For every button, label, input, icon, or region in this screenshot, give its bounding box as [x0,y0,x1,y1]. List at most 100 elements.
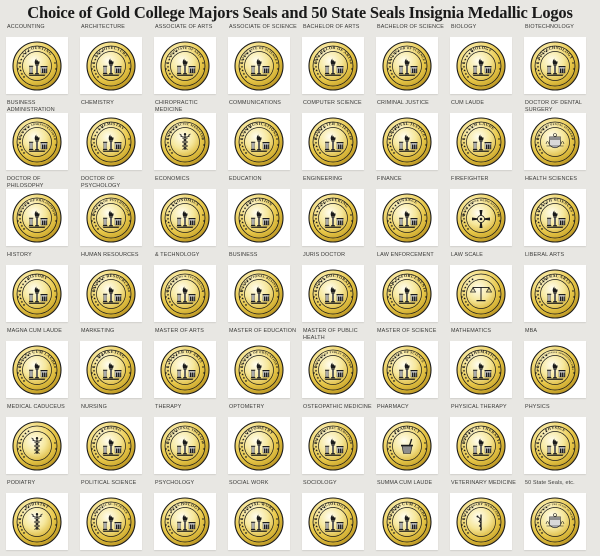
seal-cell[interactable]: COMPUTER SCIENCE COMPUTER SCIENCE [302,100,372,176]
seal-tile[interactable]: THE GREAT SEAL OF THE STATE OF NEW YORK [524,493,586,551]
seal-tile[interactable]: MAGNA CUM LAUDE [6,341,68,399]
seal-tile[interactable]: BIOLOGY [450,37,512,95]
seal-tile[interactable]: COMPUTER SCIENCE [302,113,364,171]
seal-cell[interactable]: OSTEOPATHIC MEDICINE OSTEOPATHIC MEDICIN… [302,404,372,480]
seal-tile[interactable]: ACCOUNTING [6,37,68,95]
seal-tile[interactable]: OCCUPATIONAL THERAPY [154,417,216,475]
seal-cell[interactable]: PHARMACY PHARMACY [376,404,446,480]
seal-tile[interactable]: SOCIAL WORK [228,493,290,551]
seal-tile[interactable]: OSTEOPATHIC MEDICINE [302,417,364,475]
seal-cell[interactable]: PODIATRY PODIATRY [6,480,76,556]
seal-tile[interactable]: PHYSICS [524,417,586,475]
seal-tile[interactable]: PSYCHOLOGY [154,493,216,551]
seal-cell[interactable]: MASTER OF PUBLIC HEALTH MASTER OF PUBLIC… [302,328,372,404]
seal-tile[interactable]: DOCTOR OF DENTAL SURGERY [524,113,586,171]
seal-tile[interactable] [450,265,512,323]
seal-tile[interactable]: PODIATRY [6,493,68,551]
seal-tile[interactable]: NURSING [80,417,142,475]
seal-cell[interactable]: DOCTOR OF DENTAL SURGERY DOCTOR OF DENTA… [524,100,594,176]
seal-cell[interactable]: ASSOCIATE OF SCIENCE ASSOCIATE OF SCIENC… [228,24,298,100]
seal-tile[interactable]: ASSOCIATE OF SCIENCE [228,37,290,95]
seal-tile[interactable]: COMMUNICATIONS [228,113,290,171]
seal-cell[interactable]: BUSINESS ADMINISTRATION BUSINESS ADMINIS… [6,100,76,176]
seal-cell[interactable]: PHYSICS PHYSICS [524,404,594,480]
seal-cell[interactable]: DOCTOR OF PHILOSOPHY DOCTOR OF PHILOSOPH… [6,176,76,252]
seal-cell[interactable]: ENGINEERING ENGINEERING [302,176,372,252]
seal-tile[interactable]: MASTER OF ARTS [154,341,216,399]
seal-cell[interactable]: MARKETING MARKETING [80,328,150,404]
seal-cell[interactable]: HISTORY HISTORY [6,252,76,328]
seal-tile[interactable]: BACHELOR OF SCIENCE [376,37,438,95]
seal-cell[interactable]: HEALTH SCIENCES HEALTH SCIENCES [524,176,594,252]
seal-cell[interactable]: BACHELOR OF SCIENCE BACHELOR OF SCIENCE [376,24,446,100]
seal-cell[interactable]: CRIMINAL JUSTICE CRIMINAL JUSTICE [376,100,446,176]
seal-cell[interactable]: ARCHITECTURE ARCHITECTURE [80,24,150,100]
seal-tile[interactable]: LIBERAL ARTS [524,265,586,323]
seal-tile[interactable]: MASTER OF SCIENCE [376,341,438,399]
seal-tile[interactable]: POLITICAL SCIENCE [80,493,142,551]
seal-cell[interactable]: EDUCATION EDUCATION [228,176,298,252]
seal-tile[interactable]: MATHEMATICS [450,341,512,399]
seal-cell[interactable]: MASTER OF SCIENCE MASTER OF SCIENCE [376,328,446,404]
seal-cell[interactable]: SUMMA CUM LAUDE SUMMA CUM LAUDE [376,480,446,556]
seal-cell[interactable]: BIOLOGY BIOLOGY [450,24,520,100]
seal-tile[interactable]: HISTORY [6,265,68,323]
seal-tile[interactable]: INTERNATIONAL BUSINESS [228,265,290,323]
seal-tile[interactable]: BACHELOR OF ARTS [302,37,364,95]
seal-tile[interactable]: COURAGE HONOR DEDICATION PRIDE [450,189,512,247]
seal-tile[interactable]: PHARMACY [376,417,438,475]
seal-tile[interactable]: CRIMINAL JUSTICE [376,113,438,171]
seal-cell[interactable]: VETERINARY MEDICINE VETERINARY MEDICINE [450,480,520,556]
seal-cell[interactable]: COMMUNICATIONS COMMUNICATIONS [228,100,298,176]
seal-tile[interactable]: ECONOMICS [154,189,216,247]
seal-cell[interactable]: MBA MASTER OF BUSINESS ADMINISTRATION [524,328,594,404]
seal-tile[interactable]: LAW ENFORCEMENT [376,265,438,323]
seal-cell[interactable]: MASTER OF EDUCATION MASTER OF EDUCATION [228,328,298,404]
seal-tile[interactable]: VETERINARY MEDICINE [450,493,512,551]
seal-cell[interactable]: BIOTECHNOLOGY BIOTECHNOLOGY [524,24,594,100]
seal-tile[interactable]: PHYSICAL THERAPY [450,417,512,475]
seal-cell[interactable]: SOCIOLOGY SOCIOLOGY [302,480,372,556]
seal-cell[interactable]: MASTER OF ARTS MASTER OF ARTS [154,328,224,404]
seal-tile[interactable]: ENGINEERING [302,189,364,247]
seal-cell[interactable]: CHEMISTRY CHEMISTRY [80,100,150,176]
seal-cell[interactable]: PSYCHOLOGY PSYCHOLOGY [154,480,224,556]
seal-cell[interactable]: BACHELOR OF ARTS BACHELOR OF ARTS [302,24,372,100]
seal-tile[interactable] [6,417,68,475]
seal-cell[interactable]: LAW ENFORCEMENT LAW ENFORCEMENT [376,252,446,328]
seal-tile[interactable]: SOCIOLOGY [302,493,364,551]
seal-cell[interactable]: HUMAN RESOURCES HUMAN RESOURCES [80,252,150,328]
seal-tile[interactable]: ASSOCIATE OF ARTS [154,37,216,95]
seal-cell[interactable]: ASSOCIATE OF ARTS ASSOCIATE OF ARTS [154,24,224,100]
seal-tile[interactable]: DOCTOR OF PSYCHOLOGY [80,189,142,247]
seal-tile[interactable]: SUMMA CUM LAUDE [376,493,438,551]
seal-tile[interactable]: ARCHITECTURE [80,37,142,95]
seal-tile[interactable]: BUSINESS ADMINISTRATION [6,113,68,171]
seal-tile[interactable]: BIOTECHNOLOGY [524,37,586,95]
seal-tile[interactable]: DOCTOR OF PHILOSOPHY [6,189,68,247]
seal-cell[interactable]: JURIS DOCTOR JURIS DOCTORATE [302,252,372,328]
seal-cell[interactable]: OPTOMETRY OPTOMETRY [228,404,298,480]
seal-cell[interactable]: & TECHNOLOGY INFO SYSTEMS & TECHNOLOGY [154,252,224,328]
seal-tile[interactable]: HUMAN RESOURCES [80,265,142,323]
seal-cell[interactable]: ECONOMICS ECONOMICS [154,176,224,252]
seal-cell[interactable]: LIBERAL ARTS LIBERAL ARTS [524,252,594,328]
seal-tile[interactable]: CUM LAUDE [450,113,512,171]
seal-tile[interactable]: MASTER OF PUBLIC HEALTH [302,341,364,399]
seal-cell[interactable]: FIREFIGHTER COURAGE HONOR DEDICATION PRI… [450,176,520,252]
seal-cell[interactable]: THERAPY OCCUPATIONAL THERAPY [154,404,224,480]
seal-cell[interactable]: ACCOUNTING ACCOUNTING [6,24,76,100]
seal-cell[interactable]: CUM LAUDE CUM LAUDE [450,100,520,176]
seal-cell[interactable]: PHYSICAL THERAPY PHYSICAL THERAPY [450,404,520,480]
seal-tile[interactable]: JURIS DOCTORATE [302,265,364,323]
seal-tile[interactable]: MASTER OF BUSINESS ADMINISTRATION [524,341,586,399]
seal-cell[interactable]: FINANCE FINANCE [376,176,446,252]
seal-cell[interactable]: POLITICAL SCIENCE POLITICAL SCIENCE [80,480,150,556]
seal-cell[interactable]: CHIROPRACTIC MEDICINE CHIROPRACTIC MEDIC… [154,100,224,176]
seal-cell[interactable]: MATHEMATICS MATHEMATICS [450,328,520,404]
seal-cell[interactable]: MAGNA CUM LAUDE MAGNA CUM LAUDE [6,328,76,404]
seal-tile[interactable]: MASTER OF EDUCATION [228,341,290,399]
seal-tile[interactable]: EDUCATION [228,189,290,247]
seal-cell[interactable]: BUSINESS INTERNATIONAL BUSINESS [228,252,298,328]
seal-tile[interactable]: CHIROPRACTIC MEDICINE [154,113,216,171]
